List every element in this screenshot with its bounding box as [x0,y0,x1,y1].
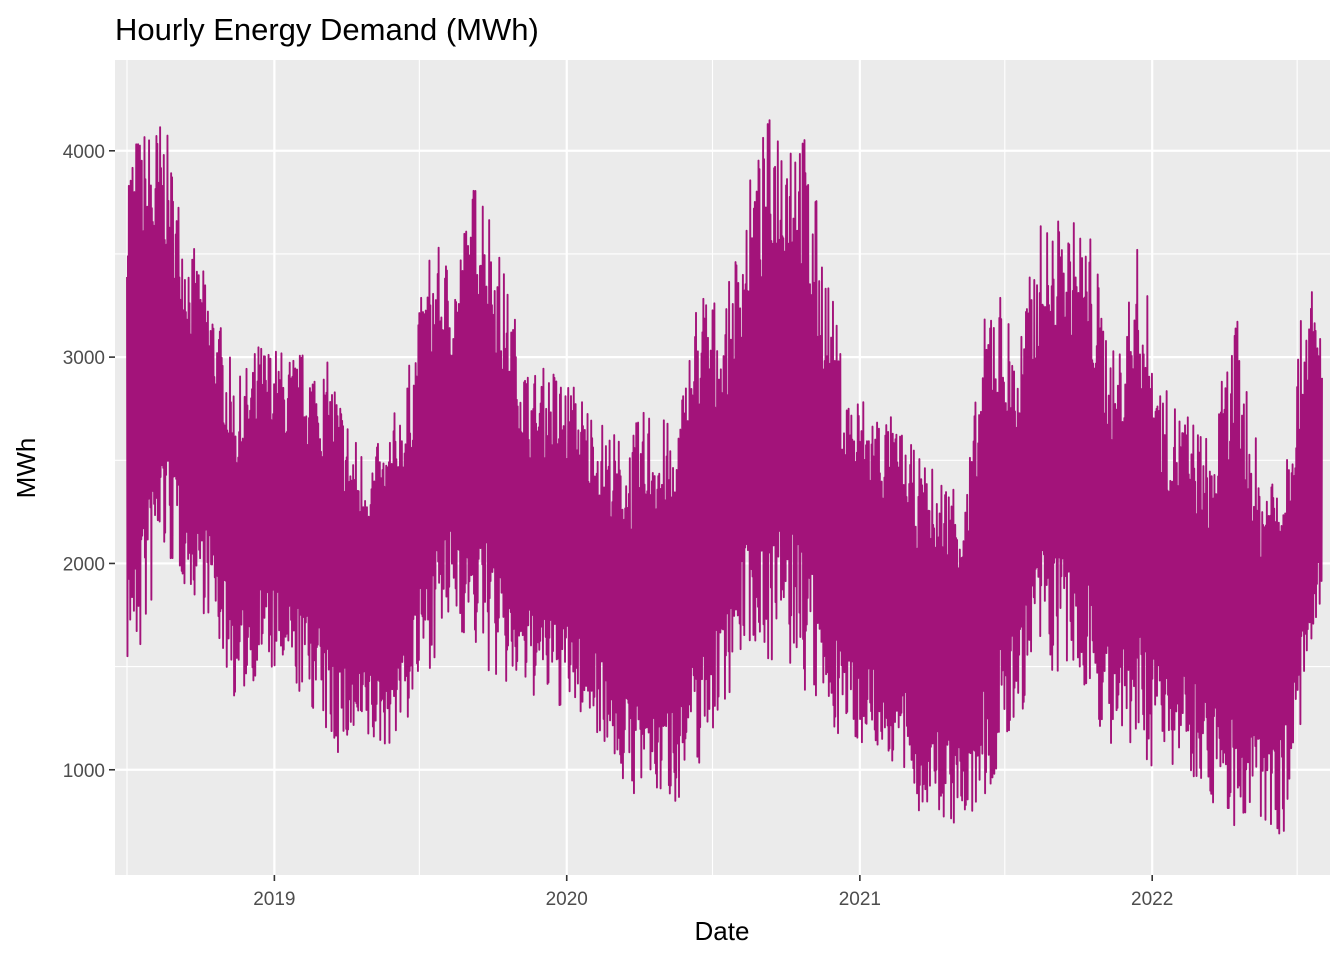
y-tick-label: 1000 [63,761,105,782]
series-line [126,119,1323,835]
x-tick-label: 2019 [253,889,295,910]
x-tick-label: 2020 [546,889,588,910]
x-tick-label: 2022 [1131,889,1173,910]
y-axis-title: MWh [11,438,41,499]
series-demand [126,119,1323,835]
y-tick-label: 2000 [63,554,105,575]
y-tick-label: 4000 [63,142,105,163]
y-axis: 1000 2000 3000 4000 [63,142,115,782]
x-tick-label: 2021 [839,889,881,910]
y-tick-label: 3000 [63,348,105,369]
x-axis-title: Date [695,916,750,946]
chart-title: Hourly Energy Demand (MWh) [115,12,539,47]
x-axis: 2019 2020 2021 2022 [253,875,1173,910]
